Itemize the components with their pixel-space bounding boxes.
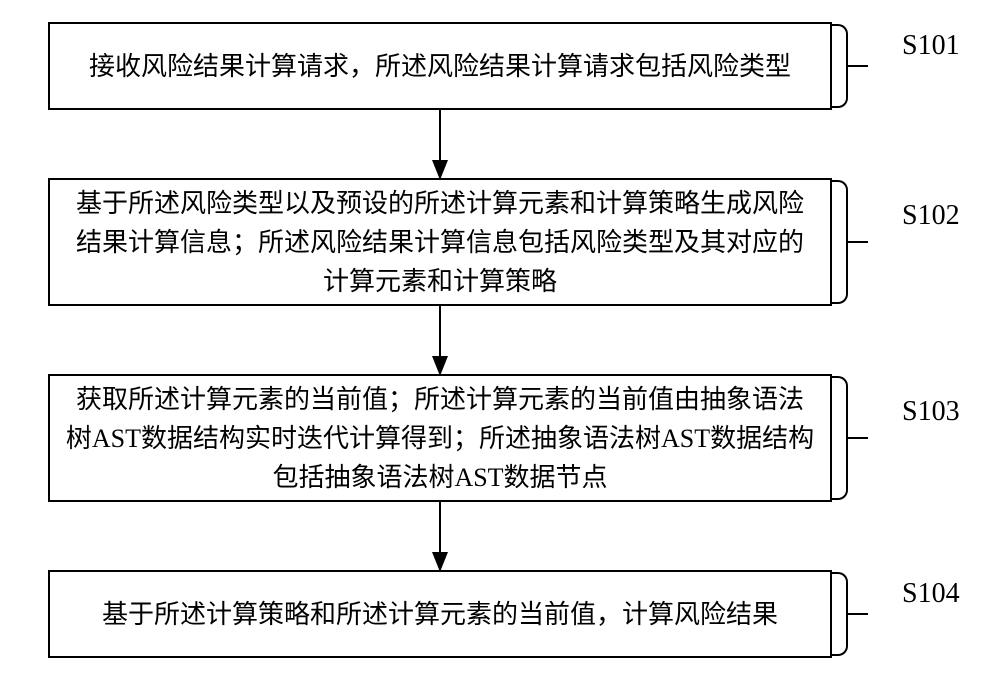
step-s103-text: 获取所述计算元素的当前值；所述计算元素的当前值由抽象语法树AST数据结构实时迭代… bbox=[64, 380, 816, 497]
step-s104-text: 基于所述计算策略和所述计算元素的当前值，计算风险结果 bbox=[102, 595, 778, 634]
label-s102: S102 bbox=[902, 200, 960, 232]
label-s102-text: S102 bbox=[902, 200, 960, 231]
step-s102-text: 基于所述风险类型以及预设的所述计算元素和计算策略生成风险结果计算信息；所述风险结… bbox=[64, 184, 816, 301]
label-s101: S101 bbox=[902, 30, 960, 62]
flowchart-canvas: 接收风险结果计算请求，所述风险结果计算请求包括风险类型 基于所述风险类型以及预设… bbox=[0, 0, 1000, 688]
step-s102-box: 基于所述风险类型以及预设的所述计算元素和计算策略生成风险结果计算信息；所述风险结… bbox=[48, 178, 832, 306]
brace-tip-s102 bbox=[848, 241, 868, 243]
brace-tip-s103 bbox=[848, 437, 868, 439]
label-s104: S104 bbox=[902, 578, 960, 610]
label-s103: S103 bbox=[902, 396, 960, 428]
step-s104-box: 基于所述计算策略和所述计算元素的当前值，计算风险结果 bbox=[48, 570, 832, 658]
brace-s101 bbox=[832, 24, 848, 108]
step-s101-text: 接收风险结果计算请求，所述风险结果计算请求包括风险类型 bbox=[89, 47, 791, 86]
label-s104-text: S104 bbox=[902, 578, 960, 609]
brace-tip-s104 bbox=[848, 613, 868, 615]
label-s101-text: S101 bbox=[902, 30, 960, 61]
label-s103-text: S103 bbox=[902, 396, 960, 427]
brace-tip-s101 bbox=[848, 65, 868, 67]
brace-s103 bbox=[832, 376, 848, 500]
brace-s104 bbox=[832, 572, 848, 656]
brace-s102 bbox=[832, 180, 848, 304]
step-s101-box: 接收风险结果计算请求，所述风险结果计算请求包括风险类型 bbox=[48, 22, 832, 110]
step-s103-box: 获取所述计算元素的当前值；所述计算元素的当前值由抽象语法树AST数据结构实时迭代… bbox=[48, 374, 832, 502]
